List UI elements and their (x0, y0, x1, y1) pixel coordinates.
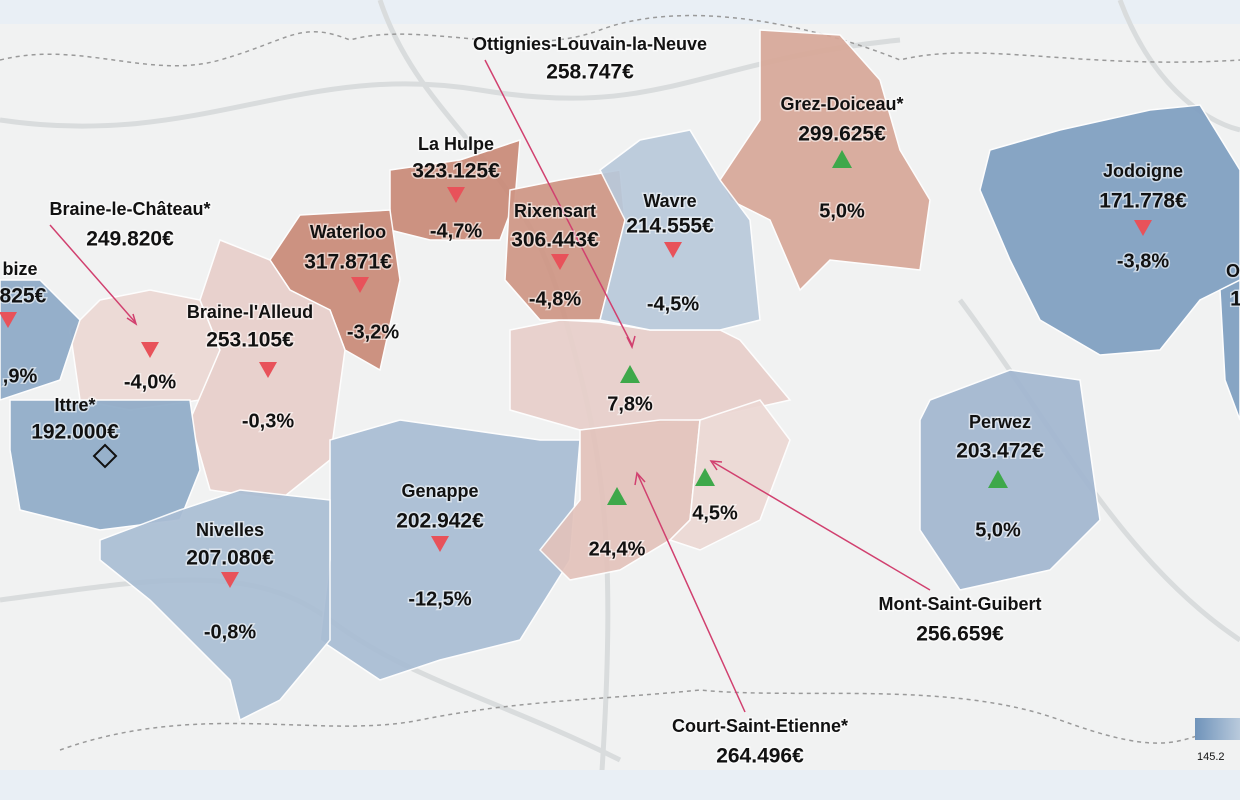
trend-down (141, 342, 159, 358)
trend-up (620, 365, 640, 383)
region-name: Court-Saint-Etienne* (672, 716, 848, 736)
region-price: 171.778€ (1099, 190, 1187, 213)
region-name: La Hulpe (418, 134, 494, 154)
region-price: 203.472€ (956, 440, 1044, 463)
region-name: Ittre* (54, 395, 95, 415)
trend-up (988, 470, 1008, 488)
region-change: -4,7% (430, 220, 482, 242)
region-name: Ottignies-Louvain-la-Neuve (473, 34, 707, 54)
legend-gradient (1195, 718, 1240, 740)
region-name: bize (2, 259, 37, 279)
region-change: 5,0% (819, 200, 865, 222)
region-change: -12,5% (408, 588, 472, 610)
region-change: 4,5% (692, 502, 738, 524)
region-price: 264.496€ (716, 745, 804, 768)
region (509, 319, 792, 431)
region-price: 214.555€ (626, 215, 714, 238)
trend-down (551, 254, 569, 270)
region-price: 299.625€ (798, 123, 886, 146)
region-change: -4,5% (647, 293, 699, 315)
region-change: -4,0% (124, 371, 176, 393)
region (919, 369, 1101, 591)
region-name: Grez-Doiceau* (780, 94, 903, 114)
region-price: 253.105€ (206, 329, 294, 352)
legend-label: 145.2 (1197, 751, 1225, 763)
region-price: 202.942€ (396, 510, 484, 533)
trend-down (221, 572, 239, 588)
region (599, 129, 761, 331)
region-change: ,9% (3, 365, 38, 387)
region-name: Jodoigne (1103, 161, 1183, 181)
borders (0, 14, 1240, 751)
region (99, 489, 331, 722)
region-change: -3,2% (347, 321, 399, 343)
region-price: 249.820€ (86, 228, 174, 251)
region-change: 7,8% (607, 393, 653, 415)
region-price: 258.747€ (546, 61, 634, 84)
region-name: Waterloo (310, 222, 386, 242)
trend-down (431, 536, 449, 552)
bottom-border (0, 770, 1240, 800)
region-price: 323.125€ (412, 160, 500, 183)
region-price: 192.000€ (31, 421, 119, 444)
region-name: O (1226, 261, 1240, 281)
region (9, 399, 201, 531)
region-price: .825€ (0, 285, 47, 308)
region-price: 207.080€ (186, 547, 274, 570)
region-name: Wavre (643, 191, 696, 211)
trend-up (832, 150, 852, 168)
region-name: Braine-l'Alleud (187, 302, 313, 322)
region-name: Genappe (401, 481, 478, 501)
trend-down (259, 362, 277, 378)
region-change: -4,8% (529, 288, 581, 310)
region-name: Perwez (969, 412, 1031, 432)
leader-lines (49, 59, 931, 713)
region-name: Mont-Saint-Guibert (879, 594, 1042, 614)
region-price: 317.871€ (304, 251, 392, 274)
trend-down (0, 312, 17, 328)
region-name: Braine-le-Château* (49, 199, 210, 219)
trend-up (695, 468, 715, 486)
region (979, 104, 1240, 356)
region-price: 256.659€ (916, 623, 1004, 646)
trend-down (351, 277, 369, 293)
region-change: -3,8% (1117, 250, 1169, 272)
region-price: 306.443€ (511, 229, 599, 252)
region-name: Rixensart (514, 201, 596, 221)
region-change: 24,4% (589, 538, 646, 560)
trend-up (607, 487, 627, 505)
no-change (92, 443, 118, 469)
region (0, 279, 81, 401)
trend-down (664, 242, 682, 258)
region-name: Nivelles (196, 520, 264, 540)
trend-down (447, 187, 465, 203)
region (668, 399, 791, 551)
region-change: 5,0% (975, 519, 1021, 541)
region-change: -0,3% (242, 410, 294, 432)
region (1219, 279, 1240, 421)
region-price: 1 (1230, 288, 1240, 311)
region-change: -0,8% (204, 621, 256, 643)
trend-down (1134, 220, 1152, 236)
